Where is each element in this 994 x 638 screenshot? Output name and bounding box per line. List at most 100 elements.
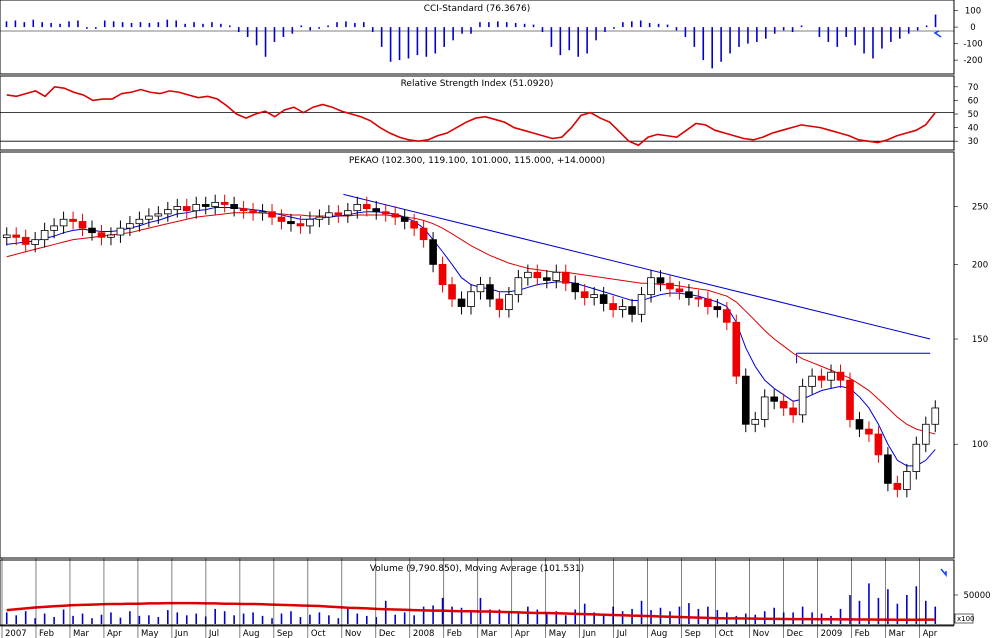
rsi-tick-label: 30 [968,137,979,147]
candle-body [21,236,30,245]
x-month-label: Aug [243,629,260,638]
x-month-label: 2009 [821,629,843,638]
candle-body [325,212,333,218]
cci-ticks: 100 0 -100 -200 [954,7,983,66]
volume-tick-label: 50000 [963,591,990,601]
rsi-line [6,85,936,147]
candle-body [590,294,598,298]
candle-body [97,232,106,238]
candle-body [230,204,238,209]
x-month-label: Mar [73,629,90,638]
candle-body [628,306,636,315]
x-month-label: Jul [208,629,219,638]
rsi-tick-label: 50 [968,110,979,120]
x-month-label: Aug [651,629,668,638]
x-month-label: Oct [311,629,326,638]
candle-body [31,239,39,245]
candle-body [921,423,930,445]
candle-body [666,282,674,290]
candle-body [145,215,153,220]
volume-unit-box [954,613,974,624]
candle-body [467,291,475,307]
candles [2,194,940,498]
cci-tick-label: -200 [963,56,982,66]
candle-body [268,211,276,218]
x-month-label: Mar [481,629,498,638]
candle-body [78,221,87,229]
x-month-label: Nov [345,629,362,638]
candle-body [524,271,532,279]
x-month-label: May [549,629,567,638]
candle-body [770,396,779,402]
volume-frame [0,559,955,626]
candle-body [239,208,248,212]
x-axis: 2007 Feb Mar Apr May Jun Jul Aug Sep Oct Nov Dec 200… [0,558,954,638]
x-month-label: Feb [447,629,462,638]
candle-body [836,371,845,381]
candle-body [893,482,902,490]
x-month-label: Apr [923,629,938,638]
candle-body [533,271,542,279]
x-month-label: Mar [889,629,906,638]
cci-tick-label: -100 [963,40,982,50]
candle-body [903,471,911,490]
candle-body [505,294,513,311]
rsi-title: Relative Strength Index (51.0920) [401,79,554,89]
candle-body [344,210,352,216]
x-month-label: Apr [107,629,122,638]
candle-body [723,309,731,323]
price-trendline [343,193,931,340]
cci-frame [0,0,955,75]
price-tick-label: 100 [972,440,988,450]
rsi-tick-label: 60 [968,96,979,106]
candle-body [201,204,210,207]
candle-body [410,221,418,229]
candle-body [69,218,77,222]
candle-body [552,271,561,281]
x-month-labels: 2007 Feb Mar Apr May Jun Jul Aug Sep Oct Nov Dec 200… [1,558,938,638]
candle-body [874,433,883,456]
candle-body [931,407,940,425]
candle-body [675,288,684,293]
rsi-tick-label: 70 [968,83,979,93]
candle-body [789,407,797,416]
candle-body [429,239,437,265]
candle-body [827,371,835,381]
x-month-label: Nov [753,629,770,638]
candle-body [486,284,494,300]
candle-body [438,264,447,286]
candle-body [457,298,466,307]
cci-tick-label: 0 [970,23,975,33]
candle-body [912,443,921,472]
candle-body [135,218,144,225]
candle-body [116,227,125,236]
rsi-panel: Relative Strength Index (51.0920) 70 60 50… [0,75,978,151]
candle-body [192,204,201,212]
candle-body [561,271,570,284]
rsi-ticks: 70 60 50 40 30 [954,83,978,147]
x-month-label: Jun [582,629,596,638]
x-month-label: Jun [174,629,188,638]
candle-body [315,216,324,220]
price-ticks: 250 200 150 100 [954,203,988,450]
candle-body [476,284,485,293]
x-month-label: Jul [616,629,627,638]
candle-body [685,291,693,298]
x-month-label: Oct [719,629,734,638]
candle-body [808,375,816,387]
candle-body [713,306,722,311]
candle-body [88,227,96,234]
candle-body [580,291,589,298]
candle-body [419,227,428,241]
candle-body [865,428,873,435]
candle-body [741,375,750,425]
x-month-label: 2008 [413,629,435,638]
candle-body [173,206,182,211]
candle-body [40,230,49,241]
candle-body [306,218,314,227]
candle-body [599,294,608,304]
candle-body [884,454,892,484]
candle-body [817,375,826,381]
volume-moving-average-line [6,601,936,622]
